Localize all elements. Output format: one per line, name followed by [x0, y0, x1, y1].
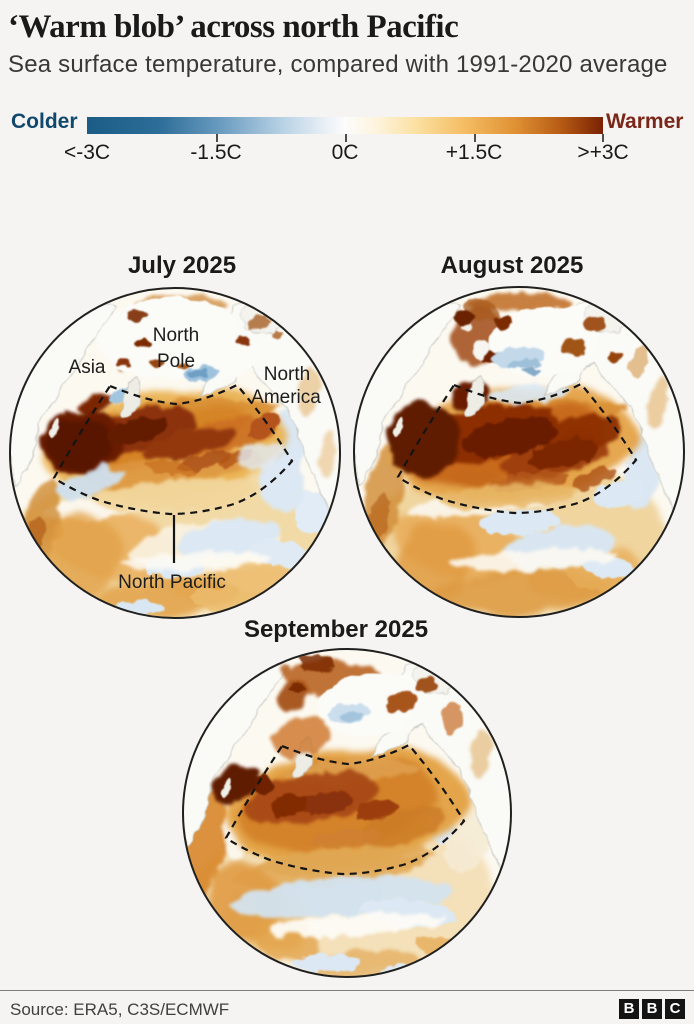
svg-text:Pole: Pole	[157, 351, 195, 372]
svg-text:North Pacific: North Pacific	[118, 572, 226, 593]
svg-text:North: North	[153, 325, 199, 346]
svg-text:America: America	[251, 387, 321, 408]
svg-text:Asia: Asia	[69, 357, 106, 378]
svg-text:North: North	[264, 364, 310, 385]
